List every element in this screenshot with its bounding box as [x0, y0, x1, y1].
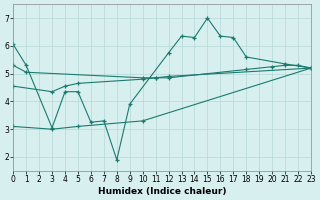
X-axis label: Humidex (Indice chaleur): Humidex (Indice chaleur) — [98, 187, 226, 196]
